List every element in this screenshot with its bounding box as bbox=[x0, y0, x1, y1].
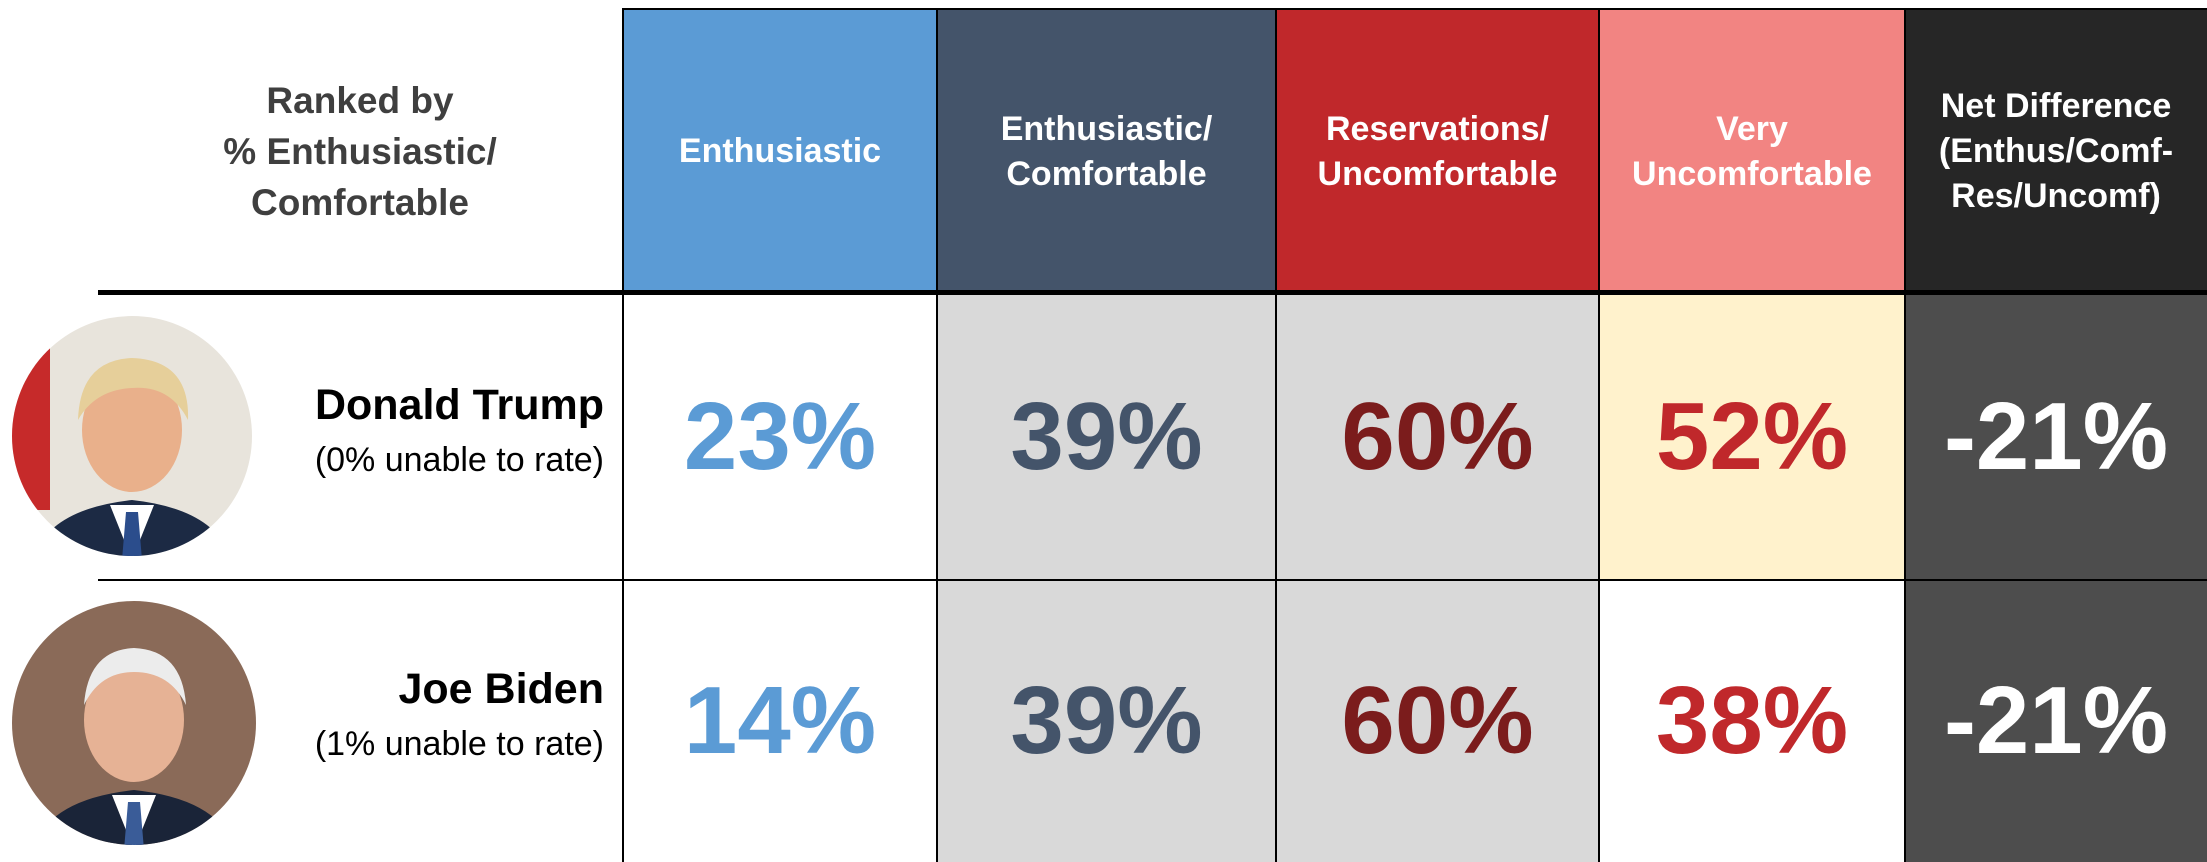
value-cell: 60% bbox=[1276, 580, 1599, 862]
value-cell: 14% bbox=[623, 580, 937, 862]
column-rule bbox=[936, 8, 938, 862]
column-header: Enthusiastic bbox=[623, 10, 937, 293]
column-rule bbox=[622, 8, 624, 862]
row-note: (1% unable to rate) bbox=[260, 725, 604, 764]
row-name: Joe Biden bbox=[260, 665, 604, 714]
value-cell: -21% bbox=[1905, 580, 2207, 862]
header-rule bbox=[98, 290, 2207, 295]
column-header: Enthusiastic/ Comfortable bbox=[937, 10, 1276, 293]
column-rule bbox=[1598, 8, 1600, 862]
column-rule bbox=[1904, 8, 1906, 862]
column-rule bbox=[1275, 8, 1277, 862]
row-note: (0% unable to rate) bbox=[260, 441, 604, 480]
column-header: Net Difference (Enthus/Comf- Res/Uncomf) bbox=[1905, 10, 2207, 293]
value-cell: 60% bbox=[1276, 293, 1599, 580]
photo-biden bbox=[0, 600, 270, 860]
photo-trump bbox=[0, 300, 270, 570]
value-cell: 38% bbox=[1599, 580, 1905, 862]
value-cell: -21% bbox=[1905, 293, 2207, 580]
top-rule bbox=[623, 8, 2207, 10]
value-cell: 39% bbox=[937, 293, 1276, 580]
row-rule bbox=[98, 579, 2207, 581]
row-name: Donald Trump bbox=[260, 381, 604, 430]
value-cell: 23% bbox=[623, 293, 937, 580]
value-cell: 39% bbox=[937, 580, 1276, 862]
value-cell: 52% bbox=[1599, 293, 1905, 580]
column-header: Very Uncomfortable bbox=[1599, 10, 1905, 293]
page: Ranked by % Enthusiastic/ Comfortable En… bbox=[0, 0, 2207, 862]
column-header: Reservations/ Uncomfortable bbox=[1276, 10, 1599, 293]
